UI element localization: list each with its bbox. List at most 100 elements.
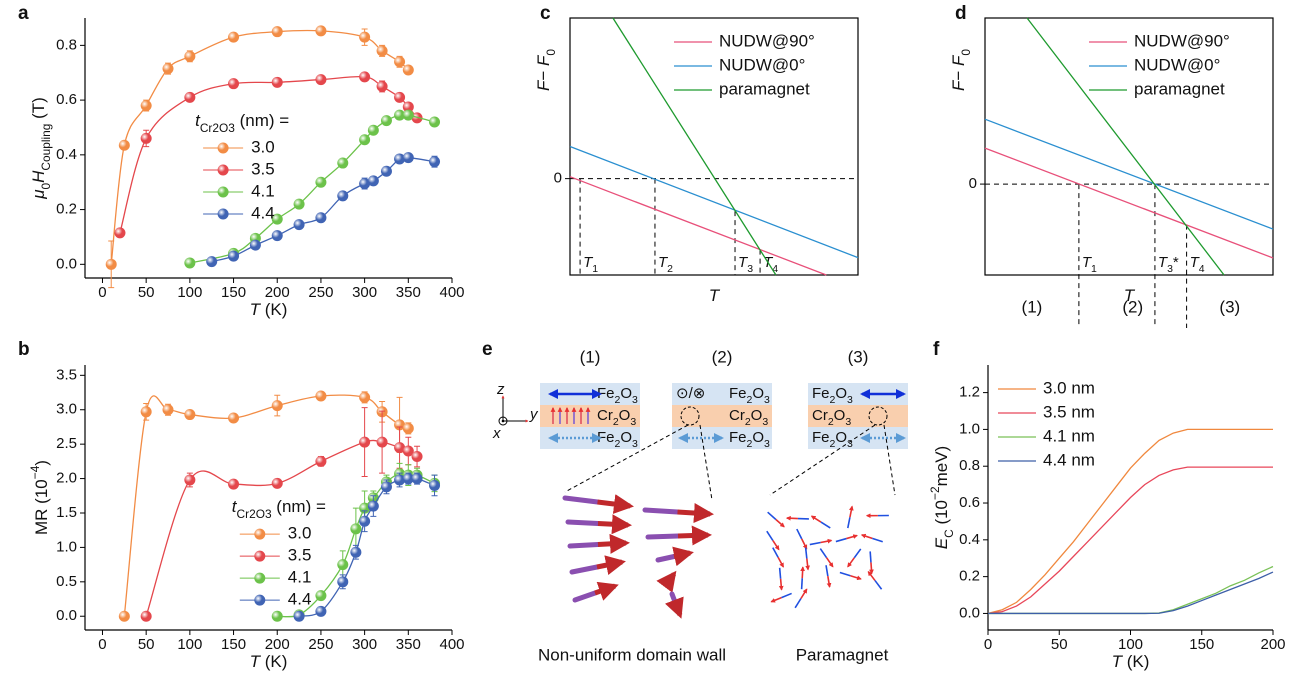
layer-label-sub: 2 bbox=[828, 416, 834, 428]
layer-label-part: Fe bbox=[812, 429, 830, 446]
y-axis-label-part: μ bbox=[29, 189, 48, 200]
y-tick-label: 0.8 bbox=[56, 36, 77, 53]
spin-arrow bbox=[665, 575, 674, 585]
guide-label: T3 bbox=[738, 254, 753, 275]
series-line bbox=[612, 17, 777, 276]
data-point bbox=[271, 213, 283, 225]
spin-arrow bbox=[569, 564, 600, 575]
data-point bbox=[293, 198, 305, 210]
random-spin bbox=[767, 511, 777, 521]
y-tick-label: 0.8 bbox=[959, 457, 980, 474]
guide-label-sub: 1 bbox=[1091, 263, 1097, 275]
data-point bbox=[293, 610, 305, 622]
data-point bbox=[140, 406, 152, 418]
layer bbox=[808, 427, 908, 449]
legend-swatch bbox=[217, 208, 229, 220]
data-point bbox=[394, 91, 406, 103]
guide-label-sub: 4 bbox=[1199, 263, 1205, 275]
y-tick-label: 1.2 bbox=[959, 384, 980, 401]
connector bbox=[564, 424, 689, 493]
data-point bbox=[162, 404, 174, 416]
x-tick-label: 150 bbox=[1189, 636, 1214, 653]
data-point bbox=[228, 250, 240, 262]
legend-label: 4.1 nm bbox=[1043, 426, 1095, 445]
data-point bbox=[367, 500, 379, 512]
random-spin bbox=[848, 505, 854, 518]
data-point bbox=[315, 212, 327, 224]
data-point bbox=[271, 26, 283, 38]
legend-swatch bbox=[254, 572, 266, 584]
schematic: e (1)Fe2O3Cr2O3Fe2O3(2)Fe2O3Cr2O3Fe2O3(3)… bbox=[482, 339, 908, 664]
data-point bbox=[367, 124, 379, 136]
x-axis-label-part: T bbox=[250, 652, 262, 671]
y-axis-label-part: F bbox=[949, 79, 968, 91]
random-spin bbox=[869, 551, 872, 563]
y-tick-label: 0.0 bbox=[56, 607, 77, 624]
x-axis-label-part: T bbox=[250, 300, 262, 319]
data-point bbox=[228, 31, 240, 43]
panel-letter: d bbox=[955, 3, 967, 24]
data-point bbox=[337, 576, 349, 588]
data-point bbox=[118, 139, 130, 151]
random-spin bbox=[874, 579, 883, 590]
y-axis-label: μ0HCoupling (T) bbox=[29, 97, 53, 200]
data-point bbox=[184, 91, 196, 103]
x-tick-label: 150 bbox=[221, 284, 246, 301]
legend-label: NUDW@90° bbox=[1134, 31, 1230, 50]
random-spin bbox=[847, 517, 851, 529]
spin-region bbox=[868, 406, 888, 426]
series-line bbox=[988, 571, 1274, 615]
x-tick-label: 200 bbox=[1260, 636, 1285, 653]
layer-label-part: Fe bbox=[729, 385, 747, 402]
guide-label-part: T bbox=[583, 254, 594, 271]
axis-name: x bbox=[492, 425, 501, 442]
data-point bbox=[315, 74, 327, 86]
random-spin bbox=[835, 537, 847, 543]
y-axis-label-sub: 0 bbox=[544, 49, 558, 56]
panel: f 0 50 100 150 200 0.0 0.2 0.4 0.6 0.8 1.0 1.2 T (K) E… bbox=[928, 339, 1285, 671]
layer-label: Fe2O3 bbox=[729, 429, 770, 450]
random-spin bbox=[850, 574, 862, 581]
spin-arrow bbox=[596, 555, 626, 575]
series-line bbox=[1026, 17, 1225, 276]
data-point bbox=[359, 134, 371, 146]
layer-label-part: O bbox=[620, 385, 632, 402]
random-spin bbox=[820, 521, 831, 529]
legend-label: 3.0 bbox=[288, 524, 312, 543]
y-axis-label-part: (T) bbox=[29, 97, 48, 123]
spin-arrow bbox=[645, 533, 681, 540]
layer-label: Cr2O3 bbox=[597, 407, 636, 428]
random-spin bbox=[825, 557, 834, 568]
data-point bbox=[337, 157, 349, 169]
data-point bbox=[337, 559, 349, 571]
spin-arrow bbox=[677, 503, 714, 523]
guide-label-sub: 1 bbox=[592, 263, 598, 275]
panel-letter: a bbox=[18, 3, 29, 24]
random-spin bbox=[766, 530, 774, 541]
y-tick-label: 0.0 bbox=[959, 604, 980, 621]
layer bbox=[672, 383, 772, 405]
guide-label-part: T bbox=[1082, 254, 1093, 271]
data-point bbox=[184, 50, 196, 62]
x-axis-label: T (K) bbox=[250, 652, 288, 671]
layer-label-part: O bbox=[752, 385, 764, 402]
data-point bbox=[228, 78, 240, 90]
layer-label-part: O bbox=[835, 429, 847, 446]
data-point bbox=[337, 190, 349, 202]
layer-label-part: O bbox=[752, 429, 764, 446]
random-spin bbox=[846, 534, 858, 540]
legend-swatch bbox=[217, 164, 229, 176]
x-tick-label: 50 bbox=[138, 636, 155, 653]
data-point bbox=[114, 227, 126, 239]
random-spin bbox=[860, 533, 873, 540]
data-point bbox=[429, 116, 441, 128]
axis-name: z bbox=[496, 381, 505, 398]
layer-label-sub: 3 bbox=[845, 416, 851, 428]
x-axis-label-part: T bbox=[709, 286, 721, 305]
data-point bbox=[105, 258, 117, 270]
y-tick-label: 3.5 bbox=[56, 366, 77, 383]
y-tick-label: 0 bbox=[554, 170, 562, 187]
guide-label-sub: 2 bbox=[667, 263, 673, 275]
axis-dot bbox=[498, 416, 508, 426]
data-point bbox=[140, 100, 152, 112]
